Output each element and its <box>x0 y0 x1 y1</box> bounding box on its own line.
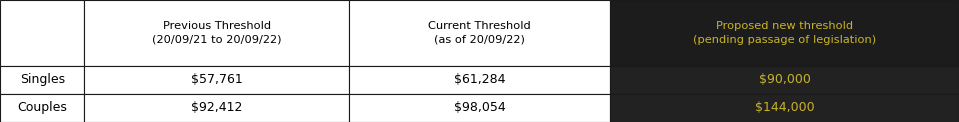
Text: Singles: Singles <box>19 73 65 86</box>
Text: $144,000: $144,000 <box>755 102 814 114</box>
Bar <box>610 0 959 66</box>
Bar <box>0 66 84 94</box>
Bar <box>0 0 84 66</box>
Bar <box>349 66 610 94</box>
Text: $92,412: $92,412 <box>191 102 243 114</box>
Text: Couples: Couples <box>17 102 67 114</box>
Text: Previous Threshold
(20/09/21 to 20/09/22): Previous Threshold (20/09/21 to 20/09/22… <box>152 21 282 45</box>
Text: $98,054: $98,054 <box>454 102 505 114</box>
Bar <box>84 0 349 66</box>
Bar <box>84 66 349 94</box>
Text: $90,000: $90,000 <box>759 73 810 86</box>
Text: Proposed new threshold
(pending passage of legislation): Proposed new threshold (pending passage … <box>693 21 876 45</box>
Text: $61,284: $61,284 <box>454 73 505 86</box>
Bar <box>610 94 959 122</box>
Text: $57,761: $57,761 <box>191 73 243 86</box>
Bar <box>84 94 349 122</box>
Bar <box>349 94 610 122</box>
Bar <box>349 0 610 66</box>
Bar <box>610 66 959 94</box>
Bar <box>0 94 84 122</box>
Text: Current Threshold
(as of 20/09/22): Current Threshold (as of 20/09/22) <box>428 21 531 45</box>
